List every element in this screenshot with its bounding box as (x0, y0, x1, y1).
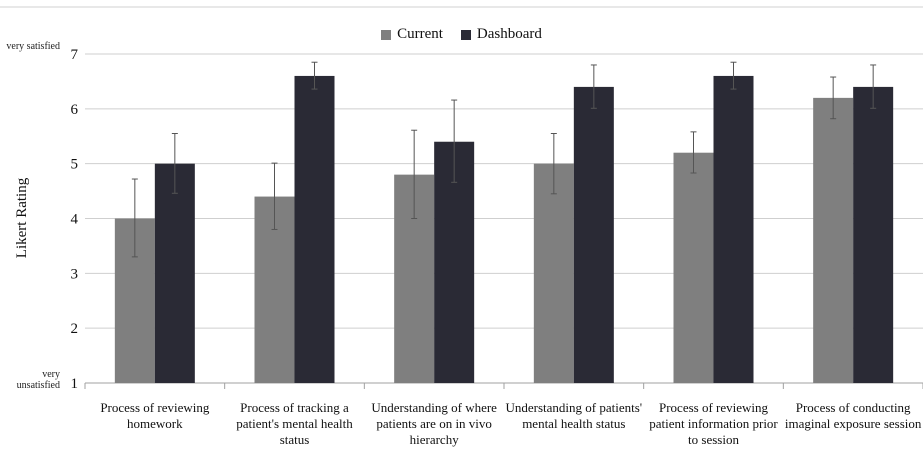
legend-item-current: Current (381, 26, 443, 43)
bar-current-4 (673, 152, 714, 383)
legend-label-current: Current (397, 26, 443, 42)
bar-current-5 (813, 97, 854, 383)
legend-item-dashboard: Dashboard (460, 26, 542, 43)
bar-dashboard-1 (294, 75, 335, 383)
y-tick-label-6: 6 (71, 102, 79, 118)
y-tick-label-1: 1 (71, 376, 79, 392)
x-category-label-5: Process of conducting imaginal exposure … (784, 400, 922, 431)
legend-swatch-dashboard (460, 29, 471, 40)
bar-dashboard-3 (573, 86, 614, 384)
y-top-label: very satisfied (6, 41, 60, 52)
bar-current-3 (533, 163, 574, 383)
legend: Current Dashboard (0, 26, 923, 43)
x-category-label-4: Process of reviewing patient information… (649, 400, 778, 447)
bar-dashboard-0 (154, 163, 195, 383)
y-tick-label-3: 3 (71, 266, 79, 282)
x-category-label-1: Process of tracking a patient's mental h… (236, 400, 353, 447)
legend-swatch-current (381, 29, 392, 40)
bar-dashboard-5 (853, 86, 894, 384)
y-tick-label-5: 5 (71, 157, 79, 173)
y-tick-label-4: 4 (71, 212, 79, 228)
bar-dashboard-4 (713, 75, 754, 383)
x-category-label-0: Process of reviewing homework (100, 400, 210, 431)
legend-label-dashboard: Dashboard (476, 26, 542, 42)
x-category-label-3: Understanding of patients' mental health… (505, 400, 643, 431)
y-tick-label-2: 2 (71, 321, 79, 337)
y-tick-label-7: 7 (71, 47, 79, 63)
y-bottom-label: very unsatisfied (16, 369, 60, 391)
x-category-label-2: Understanding of where patients are on i… (371, 400, 497, 447)
